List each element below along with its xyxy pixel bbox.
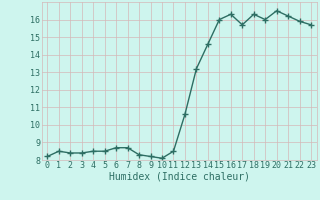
X-axis label: Humidex (Indice chaleur): Humidex (Indice chaleur) xyxy=(109,172,250,182)
